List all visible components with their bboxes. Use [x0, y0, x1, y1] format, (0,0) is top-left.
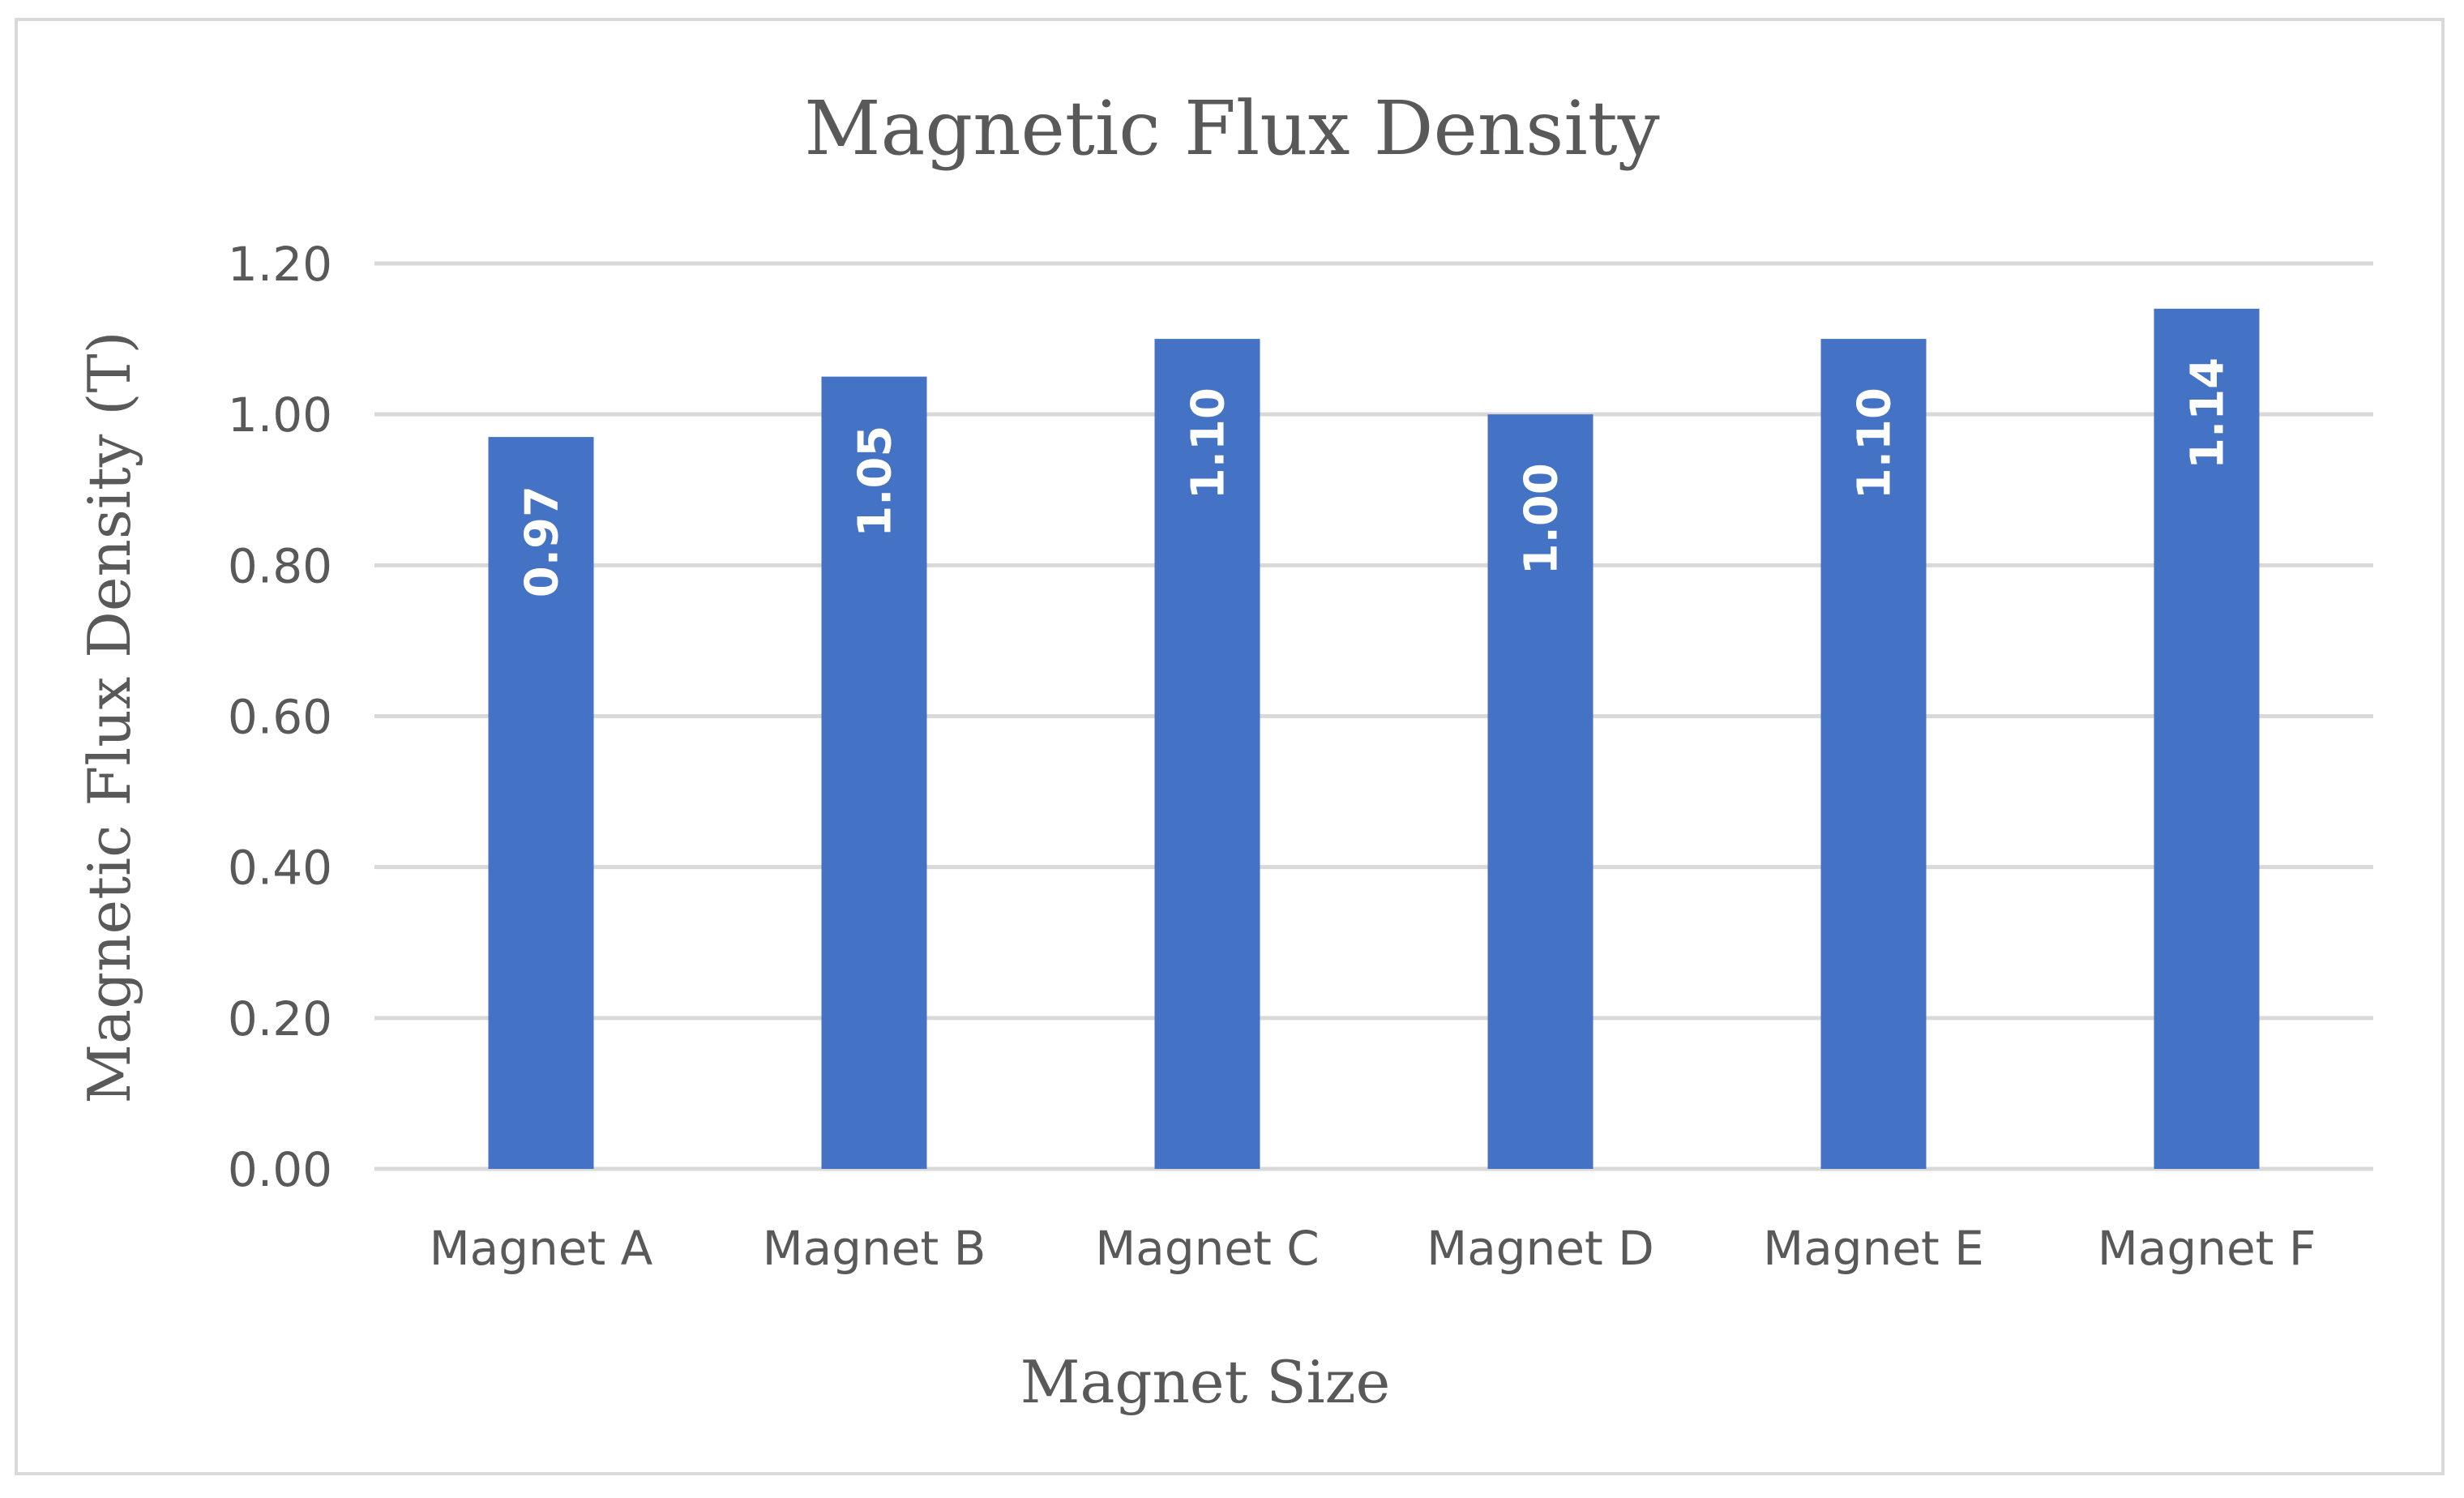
x-axis-ticks: Magnet A Magnet B Magnet C Magnet D Magnet E…	[430, 1221, 2316, 1276]
bar	[2154, 308, 2260, 1170]
bar	[1154, 339, 1260, 1169]
bars	[488, 308, 2260, 1170]
bar-value-label: 1.10	[1849, 387, 1901, 499]
x-tick-label: Magnet A	[430, 1221, 653, 1276]
x-tick-label: Magnet B	[763, 1221, 986, 1276]
bar-value-label: 1.10	[1183, 387, 1235, 499]
value-labels: 0.97 1.05 1.10 1.00 1.10 1.14	[516, 357, 2235, 597]
chart-title: Magnetic Flux Density	[804, 85, 1660, 172]
bar-value-label: 1.05	[849, 426, 902, 537]
y-tick-label: 0.60	[228, 690, 332, 745]
x-tick-label: Magnet D	[1427, 1221, 1654, 1276]
y-tick-label: 1.00	[228, 387, 332, 443]
y-tick-label: 1.20	[228, 237, 332, 292]
bar-value-label: 1.00	[1516, 463, 1568, 575]
bar	[821, 376, 927, 1169]
y-tick-label: 0.20	[228, 991, 332, 1046]
bar-value-label: 0.97	[516, 486, 569, 597]
x-axis-title: Magnet Size	[1020, 1348, 1390, 1416]
bar	[488, 437, 594, 1169]
y-axis-title: Magnetic Flux Density (T)	[75, 331, 143, 1103]
y-tick-label: 0.40	[228, 841, 332, 896]
x-tick-label: Magnet F	[2098, 1221, 2316, 1276]
x-tick-label: Magnet C	[1095, 1221, 1320, 1276]
y-tick-label: 0.00	[228, 1142, 332, 1197]
y-axis-ticks: 0.00 0.20 0.40 0.60 0.80 1.00 1.20	[228, 237, 332, 1197]
bar	[1820, 339, 1927, 1169]
bar	[1487, 414, 1593, 1170]
x-tick-label: Magnet E	[1763, 1221, 1984, 1276]
gridlines	[374, 261, 2373, 1171]
y-tick-label: 0.80	[228, 538, 332, 593]
bar-value-label: 1.14	[2182, 357, 2235, 469]
